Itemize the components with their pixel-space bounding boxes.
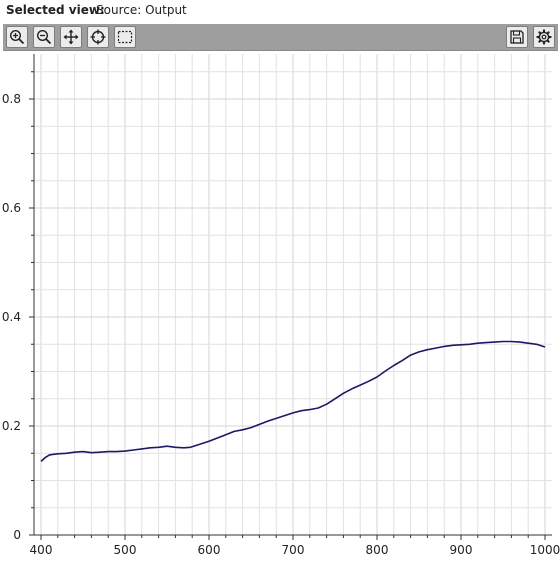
- y-tick-label: 0.6: [2, 201, 21, 215]
- x-tick-label: 800: [366, 543, 389, 557]
- x-tick-label: 600: [198, 543, 221, 557]
- output-plot[interactable]: 400 500 600 700 800 900 1000 0 0.2 0.4 0.6 0.8: [0, 50, 560, 573]
- crosshair-icon: [90, 29, 106, 45]
- pan-icon: [63, 29, 79, 45]
- zoom-out-icon: [36, 29, 52, 45]
- x-tick-label: 900: [450, 543, 473, 557]
- gear-icon: [536, 29, 552, 45]
- x-tick-label: 400: [30, 543, 53, 557]
- series-line: [40, 340, 546, 462]
- save-button[interactable]: [506, 26, 528, 48]
- y-tick-label: 0: [13, 528, 21, 542]
- settings-button[interactable]: [533, 26, 555, 48]
- box-select-icon: [117, 30, 133, 44]
- zoom-out-button[interactable]: [33, 26, 55, 48]
- y-tick-label: 0.2: [2, 419, 21, 433]
- reset-view-button[interactable]: [87, 26, 109, 48]
- selected-view-header: Selected view: Source: Output: [0, 0, 560, 22]
- pan-button[interactable]: [60, 26, 82, 48]
- y-tick-label: 0.8: [2, 92, 21, 106]
- box-select-button[interactable]: [114, 26, 136, 48]
- y-tick-label: 0.4: [2, 310, 21, 324]
- selected-view-value: Source: Output: [96, 3, 187, 17]
- x-tick-label: 700: [282, 543, 305, 557]
- selected-view-label: Selected view:: [6, 3, 105, 17]
- zoom-in-icon: [9, 29, 25, 45]
- zoom-in-button[interactable]: [6, 26, 28, 48]
- save-icon: [510, 30, 524, 44]
- x-tick-label: 1000: [530, 543, 560, 557]
- plot-toolbar: [3, 24, 558, 51]
- x-tick-label: 500: [114, 543, 137, 557]
